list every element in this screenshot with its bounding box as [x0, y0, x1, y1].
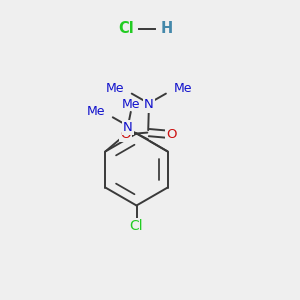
Text: N: N — [144, 98, 154, 112]
Text: H: H — [160, 21, 172, 36]
Text: Cl: Cl — [130, 220, 143, 233]
Text: Me: Me — [87, 105, 106, 118]
Text: Me: Me — [122, 98, 141, 111]
Text: Me: Me — [174, 82, 192, 95]
Text: O: O — [121, 128, 131, 141]
Text: Me: Me — [105, 82, 124, 95]
Text: Cl: Cl — [118, 21, 134, 36]
Text: O: O — [167, 128, 177, 141]
Text: N: N — [123, 121, 133, 134]
